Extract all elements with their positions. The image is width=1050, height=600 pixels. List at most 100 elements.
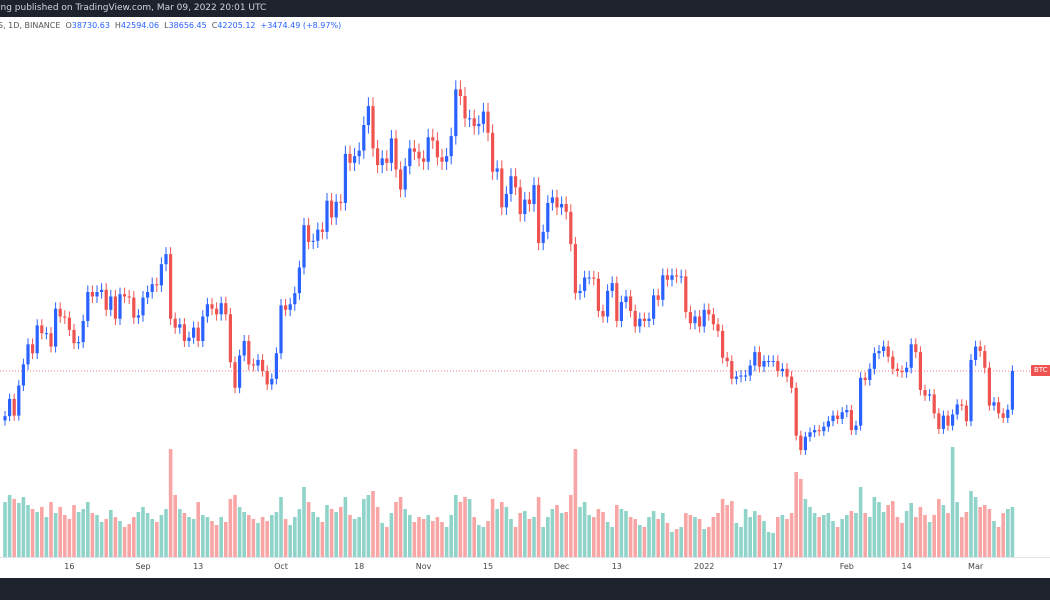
- candle-body: [514, 176, 518, 188]
- candle-body: [343, 153, 347, 203]
- candle-body: [325, 200, 329, 232]
- candle-body: [210, 304, 214, 309]
- x-tick-label: 2022: [694, 562, 715, 571]
- candle-body: [440, 157, 444, 162]
- candle-body: [946, 415, 950, 426]
- volume-bar: [274, 512, 279, 557]
- volume-bar: [352, 519, 357, 557]
- change-value: +3474.49 (+8.97%): [260, 21, 342, 30]
- volume-bar: [918, 507, 923, 557]
- candle-body: [983, 351, 987, 368]
- volume-bar: [426, 515, 430, 557]
- candle-body: [399, 169, 403, 190]
- candle-body: [95, 292, 99, 297]
- volume-bar: [886, 505, 890, 557]
- candle-body: [270, 378, 274, 385]
- x-tick-label: Sep: [135, 562, 151, 571]
- volume-bar: [858, 487, 863, 557]
- candle-body: [596, 278, 600, 311]
- candle-body: [495, 168, 499, 172]
- volume-bar: [569, 495, 573, 557]
- volume-bar: [362, 499, 366, 557]
- volume-bar: [647, 517, 651, 557]
- volume-bar: [891, 501, 895, 557]
- volume-bar: [693, 517, 697, 557]
- volume-bar: [155, 522, 159, 557]
- volume-bar: [191, 519, 196, 557]
- candle-body: [969, 359, 973, 422]
- candle-body: [569, 211, 573, 245]
- time-axis[interactable]: 16 Sep 13 Oct 18 Nov 15 Dec 13 2022 17 Feb 14 Mar: [0, 557, 1050, 579]
- candle-body: [583, 277, 587, 291]
- volume-bar: [375, 507, 380, 557]
- volume-bar: [716, 513, 720, 557]
- candle-body: [288, 304, 292, 310]
- volume-bar: [808, 507, 812, 557]
- symbol-label: S, 1D, BINANCE: [0, 21, 61, 30]
- volume-bar: [339, 507, 343, 557]
- candle-body: [859, 377, 863, 426]
- candle-body: [302, 225, 306, 268]
- volume-bar: [720, 499, 725, 557]
- candle-body: [100, 289, 104, 293]
- candle-body: [463, 96, 467, 119]
- volume-bar: [118, 521, 122, 557]
- volume-bar: [288, 525, 292, 557]
- volume-bar: [541, 527, 545, 557]
- candle-body: [334, 201, 338, 218]
- volume-bar: [210, 521, 214, 557]
- candle-body: [164, 254, 168, 265]
- volume-bar: [730, 501, 734, 557]
- candle-body: [555, 197, 559, 208]
- volume-bar: [283, 519, 288, 557]
- volume-bar: [527, 519, 532, 557]
- candle-body: [753, 352, 757, 366]
- candle-body: [629, 296, 633, 311]
- candle-body: [601, 310, 605, 317]
- candle-body: [964, 405, 968, 422]
- candle-body: [997, 402, 1001, 414]
- candle-body: [707, 309, 711, 315]
- candle-body: [242, 341, 246, 356]
- volume-bar: [371, 491, 375, 557]
- candle-body: [826, 421, 830, 427]
- candle-body: [587, 277, 591, 279]
- volume-bar: [279, 497, 283, 557]
- candle-body: [831, 415, 835, 422]
- volume-bar: [449, 515, 453, 557]
- volume-bar: [592, 517, 596, 557]
- candle-body: [251, 364, 255, 366]
- volume-bar: [256, 523, 260, 557]
- candle-body: [518, 187, 522, 215]
- volume-bar: [385, 527, 389, 557]
- volume-bar: [504, 507, 509, 557]
- candle-body: [909, 344, 913, 368]
- volume-bar: [992, 521, 996, 557]
- candlestick-chart[interactable]: [0, 17, 1050, 557]
- volume-bar: [651, 511, 656, 557]
- candle-body: [477, 123, 481, 127]
- candle-body: [192, 327, 196, 338]
- candle-body: [412, 148, 416, 152]
- candle-body: [955, 404, 959, 415]
- candle-body: [311, 240, 315, 242]
- candle-body: [316, 229, 320, 241]
- volume-bar: [481, 527, 486, 557]
- volume-bar: [564, 512, 568, 557]
- volume-bar: [546, 517, 550, 557]
- volume-bar: [334, 512, 338, 557]
- volume-bar: [316, 517, 320, 557]
- volume-bar: [702, 529, 706, 557]
- candle-body: [767, 361, 771, 363]
- candle-body: [744, 375, 748, 377]
- candle-body: [656, 295, 660, 300]
- candle-body: [63, 316, 67, 318]
- volume-bar: [849, 511, 854, 557]
- volume-bar: [132, 517, 136, 557]
- volume-bar: [946, 513, 950, 557]
- volume-bar: [472, 517, 476, 557]
- volume-bar: [435, 517, 440, 557]
- volume-bar: [780, 515, 785, 557]
- candle-body: [854, 425, 858, 431]
- volume-bar: [983, 505, 987, 557]
